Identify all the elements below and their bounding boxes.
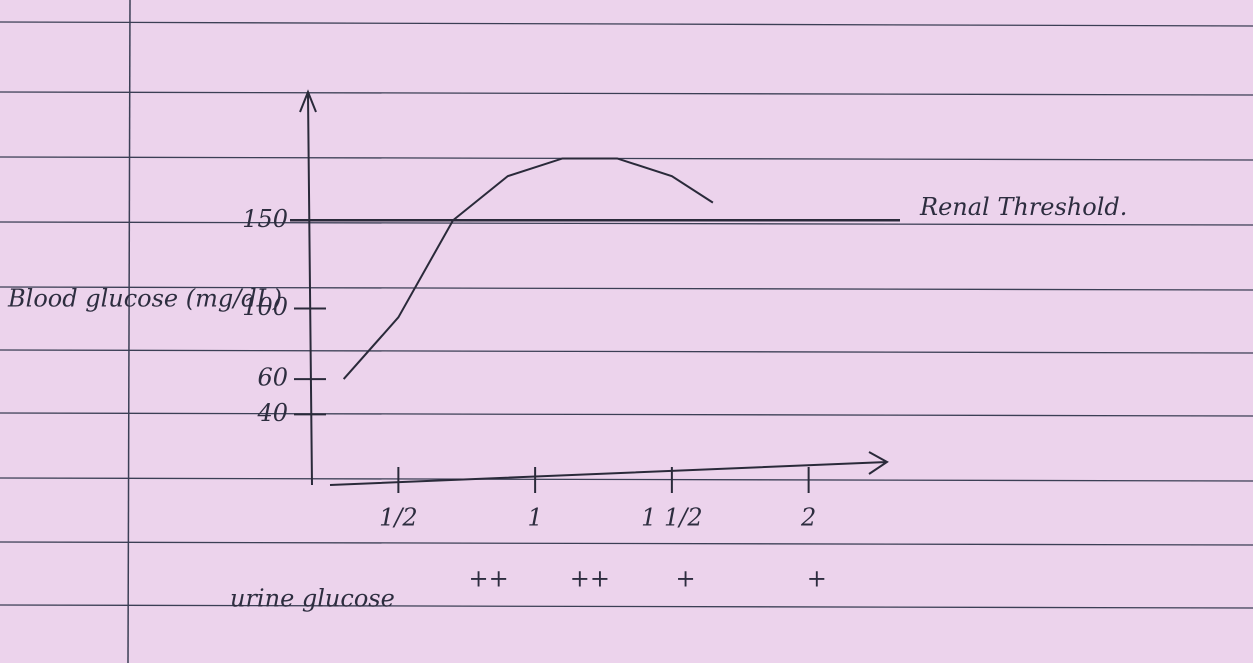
- paper: [0, 0, 1253, 663]
- y-axis-label: Blood glucose (mg/dL): [7, 285, 282, 313]
- x-tick-label: 1: [527, 504, 542, 532]
- y-tick-label: 100: [242, 293, 288, 321]
- x-tick-label: 2: [800, 504, 816, 532]
- urine-glucose-label: urine glucose: [230, 585, 395, 613]
- x-tick-label: 1 1/2: [641, 504, 703, 532]
- chart: Blood glucose (mg/dL) 40 60 100 150 1/2 1 1 1/…: [0, 0, 1253, 663]
- threshold-label: Renal Threshold.: [919, 193, 1127, 221]
- urine-glucose-mark: +: [807, 565, 827, 593]
- urine-glucose-mark: +: [675, 565, 695, 593]
- y-tick-label: 150: [242, 205, 288, 233]
- urine-glucose-mark: ++: [469, 565, 509, 593]
- urine-glucose-mark: ++: [570, 565, 610, 593]
- y-tick-label: 60: [257, 364, 288, 392]
- page: Blood glucose (mg/dL) 40 60 100 150 1/2 1 1 1/…: [0, 0, 1253, 663]
- x-tick-label: 1/2: [379, 504, 418, 532]
- y-tick-label: 40: [256, 399, 288, 427]
